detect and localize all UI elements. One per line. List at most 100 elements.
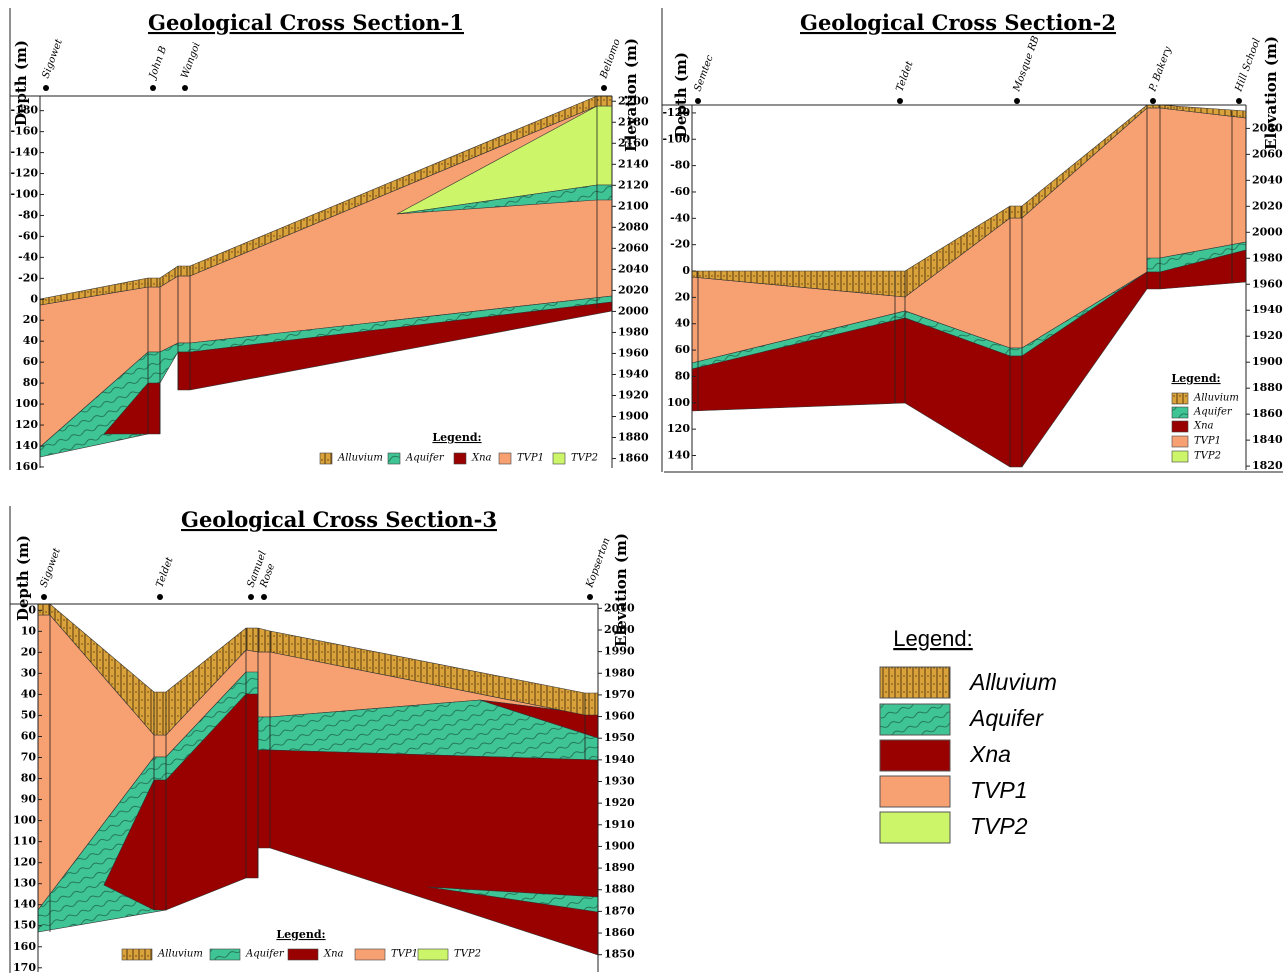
elevation-tick-label: 2040 [1252, 173, 1283, 186]
elevation-tick-label: 1870 [604, 904, 635, 917]
elevation-tick-label: 2100 [618, 199, 649, 212]
depth-tick-label: -180 [10, 104, 38, 117]
well-marker [43, 85, 49, 91]
well-marker [41, 594, 47, 600]
elevation-tick-label: 1860 [604, 926, 635, 939]
depth-tick-label: 150 [13, 919, 36, 932]
depth-tick-label: 10 [21, 624, 37, 637]
well-name: Semtec [692, 53, 715, 93]
depth-tick-label: 30 [21, 666, 37, 679]
depth-tick-label: 170 [13, 961, 36, 973]
legend-item: TVP2 [571, 453, 598, 464]
legend-item: Aquifer [1193, 407, 1233, 418]
depth-tick-label: 160 [15, 460, 38, 473]
elevation-tick-label: 2000 [1252, 225, 1283, 238]
elevation-tick-label: 2080 [1252, 121, 1283, 134]
legend-title: Legend: [1171, 372, 1220, 385]
elevation-tick-label: 2000 [618, 304, 649, 317]
depth-tick-label: -60 [670, 185, 690, 198]
well-marker [1014, 98, 1020, 104]
depth-tick-label: 140 [13, 898, 36, 911]
depth-tick-label: -120 [10, 167, 38, 180]
legend-item: Aquifer [405, 453, 445, 464]
elevation-tick-label: 2080 [618, 220, 649, 233]
depth-tick-label: -40 [18, 250, 38, 263]
legend-swatch [1172, 393, 1188, 404]
well-marker [1150, 98, 1156, 104]
legend-swatch [880, 667, 950, 698]
legend-swatch [122, 949, 152, 960]
legend-swatch [418, 949, 448, 960]
legend-item: Aquifer [245, 949, 285, 960]
elevation-tick-label: 1880 [1252, 381, 1283, 394]
well-name: Sigowet [38, 546, 63, 589]
legend-swatch [454, 453, 466, 464]
depth-tick-label: 20 [21, 645, 37, 658]
legend-swatch [320, 453, 332, 464]
legend-item: TVP1 [391, 949, 418, 960]
depth-tick-label: 80 [675, 369, 691, 382]
well-marker [182, 85, 188, 91]
legend-item: Xna [1193, 421, 1214, 432]
legend-item: TVP1 [1194, 436, 1221, 447]
elevation-tick-label: 1880 [604, 883, 635, 896]
legend-swatch [880, 776, 950, 807]
depth-tick-label: -20 [670, 238, 690, 251]
well-name: John B [147, 45, 169, 82]
depth-tick-label: 50 [21, 708, 37, 721]
elevation-tick-label: 1900 [1252, 355, 1283, 368]
depth-tick-label: 60 [21, 729, 37, 742]
elevation-tick-label: 1960 [604, 710, 635, 723]
elevation-tick-label: 1900 [604, 839, 635, 852]
elevation-tick-label: 1950 [604, 731, 635, 744]
depth-axis-label: Depth (m) [672, 52, 690, 138]
section-title: Geological Cross Section-3 [181, 507, 497, 532]
elevation-tick-label: 1820 [1252, 459, 1283, 472]
section-title: Geological Cross Section-2 [800, 10, 1116, 35]
legend-item: Xna [323, 949, 344, 960]
legend-swatch [355, 949, 385, 960]
elevation-tick-label: 2180 [618, 115, 649, 128]
legend-swatch [1172, 436, 1188, 447]
legend-item: TVP2 [1194, 451, 1221, 462]
elevation-tick-label: 2200 [618, 94, 649, 107]
well-marker [587, 594, 593, 600]
legend-item: Xna [471, 453, 492, 464]
depth-tick-label: 70 [21, 751, 37, 764]
well-name: Mosque RB [1011, 35, 1042, 94]
depth-tick-label: -160 [10, 125, 38, 138]
legend-swatch [499, 453, 511, 464]
elevation-tick-label: 1980 [604, 666, 635, 679]
depth-tick-label: 120 [13, 856, 36, 869]
legend-swatch [1172, 407, 1188, 418]
elevation-tick-label: 2040 [618, 262, 649, 275]
elevation-tick-label: 2140 [618, 157, 649, 170]
figure: Legend: Alluvium Aquifer Xna TVP1 TVP2 G… [0, 0, 1283, 973]
depth-tick-label: -140 [10, 146, 38, 159]
legend-swatch [288, 949, 318, 960]
legend-swatch [1172, 451, 1188, 462]
depth-tick-label: 80 [23, 376, 39, 389]
depth-tick-label: 100 [15, 397, 38, 410]
legend-swatch [880, 704, 950, 735]
elevation-tick-label: 1900 [618, 410, 649, 423]
legend-swatch [1172, 421, 1188, 432]
legend-swatch [553, 453, 565, 464]
legend-item: Xna [969, 741, 1011, 767]
legend-item: TVP1 [517, 453, 544, 464]
elevation-tick-label: 2000 [604, 623, 635, 636]
depth-tick-label: 110 [13, 835, 36, 848]
depth-tick-label: -20 [18, 271, 38, 284]
well-marker [897, 98, 903, 104]
depth-tick-label: 0 [30, 292, 38, 305]
depth-tick-label: -60 [18, 229, 38, 242]
depth-tick-label: -100 [662, 132, 690, 145]
depth-tick-label: 120 [667, 422, 690, 435]
elevation-tick-label: 1940 [618, 367, 649, 380]
depth-tick-label: 80 [21, 772, 37, 785]
xna-layer [258, 750, 598, 955]
legend-item: Aquifer [968, 705, 1044, 731]
depth-tick-label: 60 [675, 343, 691, 356]
depth-tick-label: 40 [675, 317, 691, 330]
legend-swatch [210, 949, 240, 960]
